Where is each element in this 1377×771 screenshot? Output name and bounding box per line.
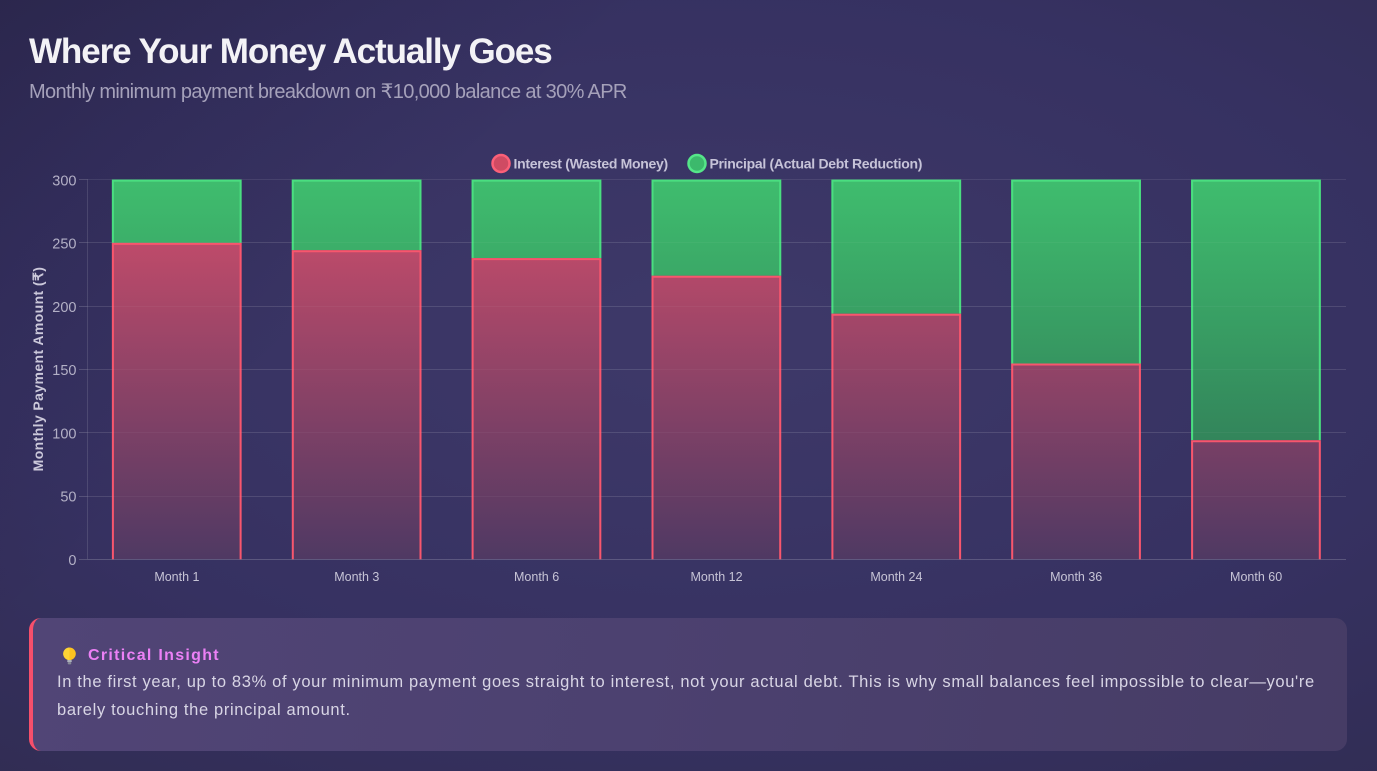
- svg-text:100: 100: [52, 426, 76, 442]
- svg-text:200: 200: [52, 300, 76, 316]
- svg-text:Month 60: Month 60: [1230, 570, 1282, 584]
- svg-text:250: 250: [52, 237, 76, 253]
- svg-text:Month 12: Month 12: [690, 570, 742, 584]
- svg-text:Month 6: Month 6: [514, 570, 559, 584]
- svg-text:Interest (Wasted Money): Interest (Wasted Money): [514, 156, 668, 172]
- svg-text:Month 3: Month 3: [334, 570, 379, 584]
- svg-text:Month 1: Month 1: [154, 570, 199, 584]
- svg-text:Monthly Payment Amount (₹): Monthly Payment Amount (₹): [30, 267, 46, 472]
- svg-text:150: 150: [52, 363, 76, 379]
- svg-text:Month 36: Month 36: [1050, 570, 1102, 584]
- svg-text:300: 300: [52, 173, 76, 189]
- svg-text:0: 0: [68, 553, 76, 569]
- svg-text:Month 24: Month 24: [870, 570, 922, 584]
- svg-text:50: 50: [60, 490, 76, 506]
- svg-text:Principal (Actual Debt Reducti: Principal (Actual Debt Reduction): [710, 156, 923, 172]
